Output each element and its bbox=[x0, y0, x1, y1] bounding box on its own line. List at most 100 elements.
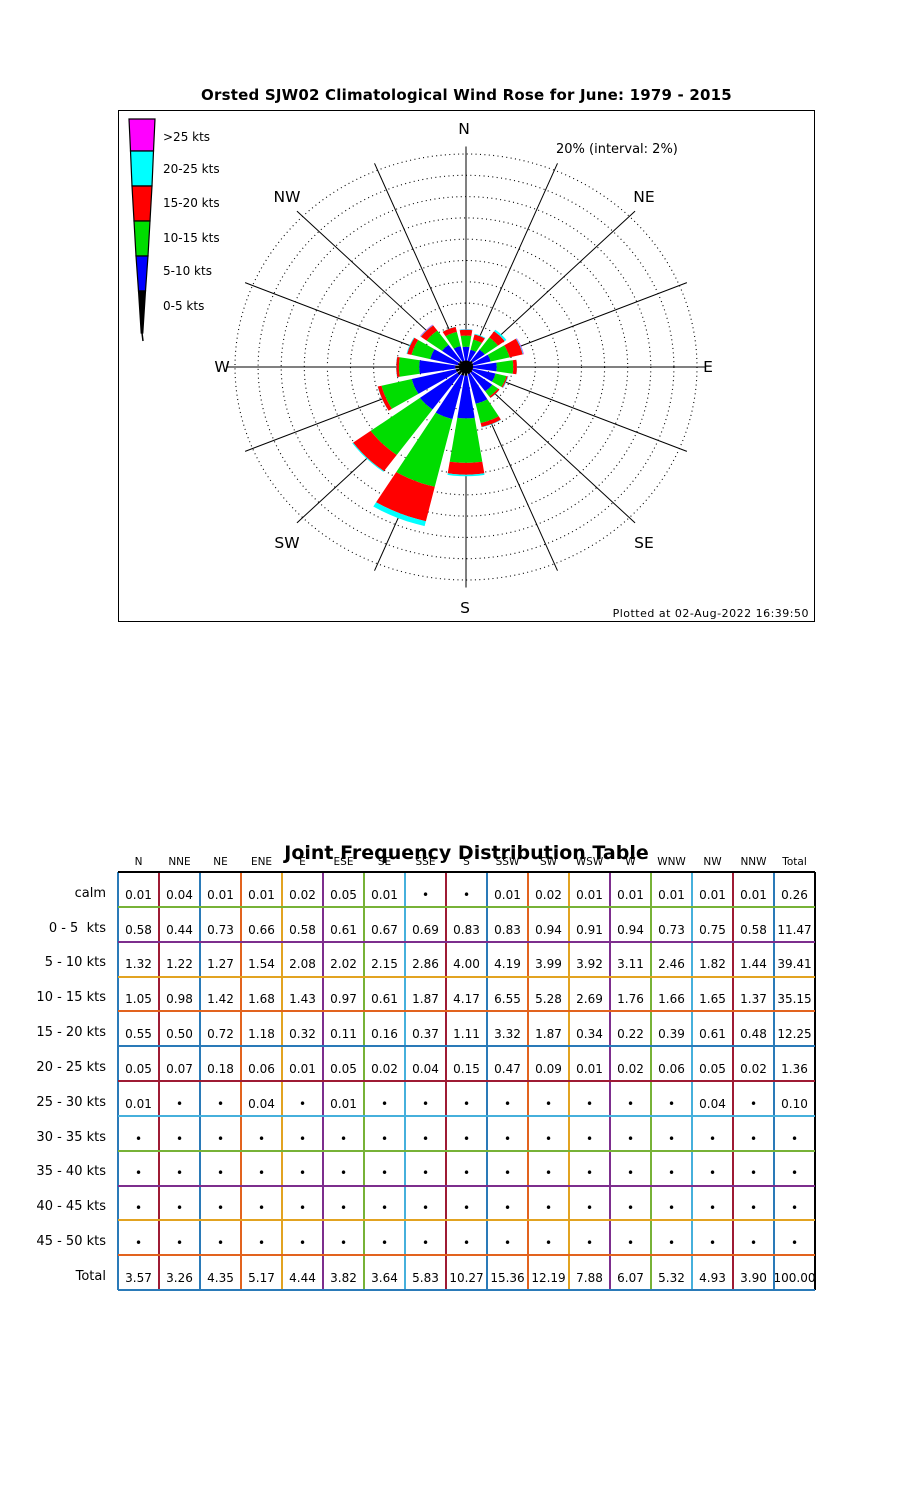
table-cell: 1.82 bbox=[699, 957, 726, 972]
table-cell: • bbox=[257, 1236, 266, 1251]
table-cell: • bbox=[380, 1236, 389, 1251]
table-cell: 1.32 bbox=[125, 957, 152, 972]
table-cell: 0.75 bbox=[699, 922, 726, 937]
grid-hline bbox=[118, 1010, 815, 1013]
table-row-labels: calm 0 - 5 kts 5 - 10 kts 10 - 15 kts 15 - 2… bbox=[0, 872, 112, 1290]
col-header-se: SE bbox=[377, 856, 392, 868]
col-header-wsw: WSW bbox=[575, 856, 604, 868]
table-cell: • bbox=[585, 1166, 594, 1181]
table-cell: • bbox=[667, 1201, 676, 1216]
petal-WSW-510kts bbox=[411, 369, 457, 394]
col-header-sse: SSE bbox=[415, 856, 436, 868]
table-cell: 0.07 bbox=[166, 1061, 193, 1076]
table-cell: 0.91 bbox=[576, 922, 603, 937]
table-cell: • bbox=[503, 1201, 512, 1216]
petal-ENE-1520kts bbox=[504, 338, 523, 358]
table-cell: • bbox=[298, 1166, 307, 1181]
table-cell: 0.16 bbox=[371, 1027, 398, 1042]
grid-hline bbox=[118, 975, 815, 978]
petal-E-1520kts bbox=[512, 359, 517, 375]
table-cell: • bbox=[380, 1166, 389, 1181]
table-cell: • bbox=[585, 1236, 594, 1251]
table-cell: 15.36 bbox=[490, 1270, 525, 1285]
petal-SE-510kts bbox=[470, 371, 493, 392]
petal-N-2025kts bbox=[459, 329, 473, 331]
table-cell: • bbox=[544, 1096, 553, 1111]
table-cell: • bbox=[298, 1096, 307, 1111]
compass-label-e: E bbox=[703, 358, 713, 376]
calm-center-dot bbox=[459, 360, 473, 374]
legend-swatch-1 bbox=[129, 150, 155, 187]
table-cell: 2.15 bbox=[371, 957, 398, 972]
table-cell: • bbox=[585, 1096, 594, 1111]
table-cell: 0.15 bbox=[453, 1061, 480, 1076]
grid-hline bbox=[118, 1184, 815, 1187]
table-cell: 6.55 bbox=[494, 992, 521, 1007]
table-cell: 5.32 bbox=[658, 1270, 685, 1285]
petal-SW-1015kts bbox=[370, 397, 433, 455]
table-cell: • bbox=[134, 1236, 143, 1251]
table-cell: 0.94 bbox=[617, 922, 644, 937]
table-cell: 0.58 bbox=[740, 922, 767, 937]
compass-label-n: N bbox=[458, 120, 470, 138]
table-cell: • bbox=[421, 1096, 430, 1111]
table-cell: • bbox=[585, 1131, 594, 1146]
table-cell: 3.26 bbox=[166, 1270, 193, 1285]
petal-W-1520kts bbox=[396, 357, 400, 377]
wind-rose-panel: >25 kts 20-25 kts 15-20 kts 10-15 kts 5-… bbox=[118, 110, 815, 622]
table-cell: 0.01 bbox=[576, 887, 603, 902]
table-cell: • bbox=[462, 1166, 471, 1181]
wind-rose-title: Orsted SJW02 Climatological Wind Rose fo… bbox=[201, 86, 732, 104]
table-cell: • bbox=[667, 1096, 676, 1111]
col-header-e: E bbox=[299, 856, 306, 868]
petal-WSW-1015kts bbox=[381, 379, 419, 409]
petal-NW-510kts bbox=[442, 344, 461, 363]
petal-SSW-2025kts bbox=[373, 502, 426, 527]
table-cell: • bbox=[790, 1201, 799, 1216]
grid-hline bbox=[118, 1289, 815, 1291]
petal-S-2025kts bbox=[447, 473, 485, 477]
col-header-ese: ESE bbox=[333, 856, 354, 868]
table-cell: 0.02 bbox=[535, 887, 562, 902]
table-cell: 0.94 bbox=[535, 922, 562, 937]
petal-SSE-2025kts bbox=[481, 419, 502, 428]
petal-ENE-1015kts bbox=[487, 345, 510, 362]
table-cell: • bbox=[790, 1166, 799, 1181]
table-column-headers: N NNE NE ENE E ESE SE SSE S SSW SW WSW W WNW NW NNW Tota… bbox=[118, 850, 815, 870]
table-cell: • bbox=[175, 1201, 184, 1216]
table-cell: 0.05 bbox=[699, 1061, 726, 1076]
table-cell: • bbox=[667, 1166, 676, 1181]
table-cell: • bbox=[134, 1201, 143, 1216]
table-cell: 2.08 bbox=[289, 957, 316, 972]
joint-frequency-table: 0.01 0.04 0.01 0.01 0.02 0.05 0.01 • • 0.01 0.02 0.… bbox=[117, 871, 816, 1291]
grid-hline bbox=[118, 940, 815, 943]
petal-S-510kts bbox=[457, 375, 475, 419]
table-cell: • bbox=[585, 1201, 594, 1216]
table-cell: 0.11 bbox=[330, 1027, 357, 1042]
petal-W-2025kts bbox=[396, 356, 398, 378]
table-cell: 0.06 bbox=[658, 1061, 685, 1076]
grid-hline bbox=[118, 1254, 815, 1257]
table-cell: • bbox=[749, 1096, 758, 1111]
table-cell: 1.27 bbox=[207, 957, 234, 972]
col-header-wnw: WNW bbox=[657, 856, 686, 868]
table-cell: 0.06 bbox=[248, 1061, 275, 1076]
compass-label-nw: NW bbox=[273, 188, 301, 206]
table-cell: 0.01 bbox=[617, 887, 644, 902]
col-header-nnw: NNW bbox=[740, 856, 767, 868]
table-cell: • bbox=[708, 1131, 717, 1146]
table-cell: • bbox=[175, 1166, 184, 1181]
table-cell: • bbox=[421, 1131, 430, 1146]
table-cell: 0.02 bbox=[617, 1061, 644, 1076]
petal-ESE-1015kts bbox=[491, 373, 507, 387]
table-cell: 0.04 bbox=[699, 1096, 726, 1111]
table-cell: • bbox=[749, 1131, 758, 1146]
table-cell: • bbox=[544, 1166, 553, 1181]
table-cell: 5.83 bbox=[412, 1270, 439, 1285]
petal-N-510kts bbox=[462, 346, 470, 361]
table-cell: 0.44 bbox=[166, 922, 193, 937]
petal-SSW-1520kts bbox=[376, 472, 435, 522]
table-cell: 0.05 bbox=[330, 1061, 357, 1076]
legend-label-10-15: 10-15 kts bbox=[163, 231, 220, 245]
